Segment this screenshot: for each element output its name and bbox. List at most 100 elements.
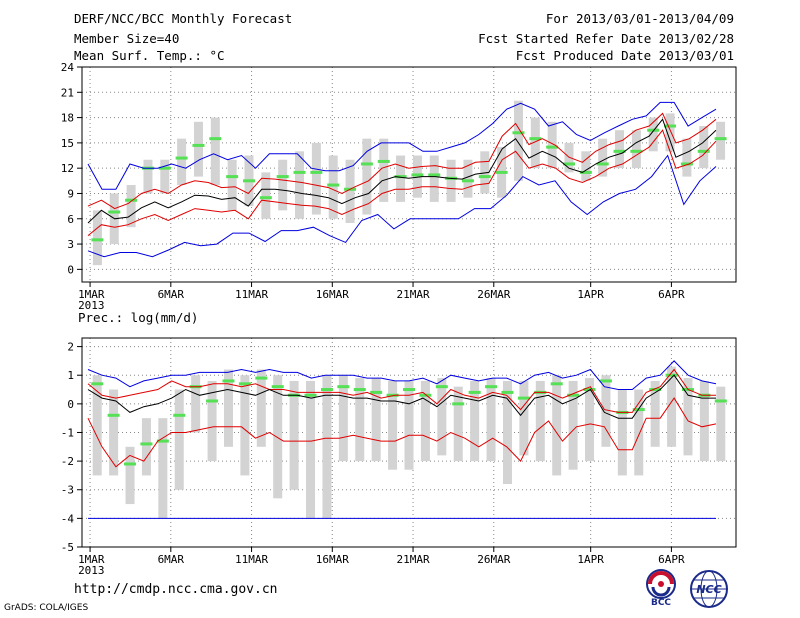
- x-tick-label: 6MAR: [158, 288, 185, 301]
- median-bar: [173, 413, 186, 417]
- variable-label: Mean Surf. Temp.: °C: [74, 48, 225, 63]
- median-bar: [108, 210, 121, 214]
- started-date: Fcst Started Refer Date 2013/02/28: [478, 31, 734, 46]
- source-url[interactable]: http://cmdp.ncc.cma.gov.cn: [74, 582, 278, 597]
- spread-box: [404, 380, 414, 470]
- bcc-logo: BCC: [640, 567, 682, 607]
- spread-box: [502, 380, 512, 485]
- median-bar: [360, 162, 373, 166]
- spread-box: [193, 121, 203, 177]
- median-bar: [613, 149, 626, 153]
- spread-box: [141, 418, 151, 476]
- bcc-logo-text: BCC: [651, 598, 671, 607]
- median-bar: [512, 131, 525, 135]
- spread-box: [665, 113, 675, 152]
- median-bar: [310, 170, 323, 174]
- median-bar: [222, 379, 235, 383]
- median-bar: [501, 390, 514, 394]
- spread-box: [143, 159, 153, 194]
- spread-box: [306, 380, 316, 519]
- y-tick-label: 1: [67, 369, 74, 382]
- x-tick-label: 2013: [78, 564, 105, 577]
- y-tick-label: 12: [61, 162, 74, 175]
- y-tick-label: 0: [67, 398, 74, 411]
- median-bar: [226, 175, 239, 179]
- spread-box: [261, 172, 271, 219]
- spread-box: [519, 380, 529, 456]
- median-bar: [428, 173, 441, 177]
- y-tick-label: 18: [61, 112, 74, 125]
- ensemble-max-line: [87, 101, 717, 190]
- ncc-logo-text: NCC: [696, 583, 721, 596]
- spread-box: [322, 375, 332, 519]
- spread-box: [328, 155, 338, 219]
- spread-box: [388, 380, 398, 470]
- median-bar: [370, 390, 383, 394]
- spread-box: [530, 117, 540, 169]
- median-bar: [337, 385, 350, 389]
- spread-box: [547, 121, 557, 169]
- spread-box: [535, 380, 545, 462]
- median-bar: [579, 170, 592, 174]
- spread-box: [463, 159, 473, 198]
- x-tick-label: 26MAR: [477, 288, 510, 301]
- spread-box: [437, 378, 447, 456]
- median-bar: [529, 137, 542, 141]
- spread-box: [716, 121, 726, 160]
- median-bar: [478, 175, 491, 179]
- grads-credit: GrADS: COLA/IGES: [4, 603, 89, 613]
- x-tick-label: 6APR: [658, 288, 685, 301]
- median-bar: [596, 162, 609, 166]
- median-bar: [107, 413, 120, 417]
- median-bar: [435, 385, 448, 389]
- spread-lower-line: [87, 397, 717, 468]
- spread-box: [650, 380, 660, 447]
- median-bar: [304, 393, 317, 397]
- spread-box: [513, 100, 523, 181]
- spread-box: [207, 380, 217, 462]
- x-tick-label: 1APR: [577, 288, 604, 301]
- spread-box: [311, 142, 321, 215]
- spread-box: [109, 389, 119, 476]
- x-tick-label: 21MAR: [396, 553, 429, 566]
- plot-frame: [81, 337, 737, 548]
- median-bar: [630, 149, 643, 153]
- median-bar: [192, 143, 205, 147]
- x-tick-label: 11MAR: [235, 553, 268, 566]
- median-bar: [320, 388, 333, 392]
- spread-box: [568, 380, 578, 470]
- median-bar: [403, 388, 415, 392]
- spread-box: [191, 375, 201, 433]
- median-bar: [125, 198, 138, 202]
- y-tick-label: 2: [67, 341, 74, 354]
- spread-upper-line: [87, 112, 717, 210]
- median-bar: [140, 442, 153, 446]
- spread-upper-line: [87, 368, 716, 413]
- spread-box: [223, 369, 233, 447]
- y-tick-label: 6: [67, 213, 74, 226]
- median-bar: [91, 382, 104, 386]
- produced-date: Fcst Produced Date 2013/03/01: [515, 48, 734, 63]
- median-bar: [276, 175, 289, 179]
- spread-box: [371, 378, 381, 462]
- spread-box: [177, 138, 187, 186]
- median-bar: [271, 385, 284, 389]
- spread-box: [273, 375, 283, 499]
- median-bar: [394, 175, 407, 179]
- median-bar: [714, 137, 727, 141]
- median-bar: [293, 170, 306, 174]
- median-bar: [664, 124, 677, 128]
- x-tick-label: 1APR: [577, 553, 604, 566]
- median-bar: [206, 399, 219, 403]
- chart-title: DERF/NCC/BCC Monthly Forecast: [74, 11, 293, 26]
- median-bar: [697, 149, 710, 153]
- x-tick-label: 11MAR: [235, 288, 268, 301]
- spread-box: [289, 380, 299, 490]
- ensemble-max-line: [87, 360, 717, 390]
- member-size: Member Size=40: [74, 31, 180, 46]
- spread-box: [420, 380, 430, 462]
- spread-box: [278, 159, 288, 211]
